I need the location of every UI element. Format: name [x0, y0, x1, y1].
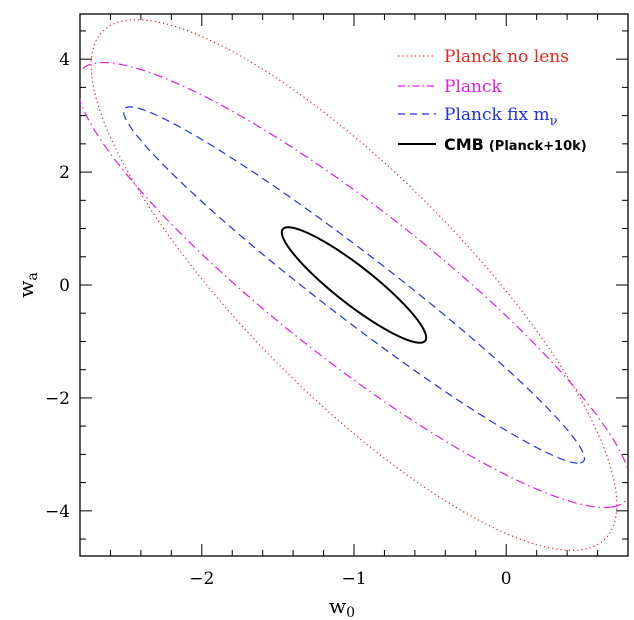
y-tick-label: 0 [59, 276, 70, 296]
y-tick-label: −2 [45, 389, 70, 409]
legend-label-cmb: CMB (Planck+10k) [444, 135, 587, 154]
legend-item-planck-no-lens: Planck no lens [398, 47, 569, 67]
x-tick-label: −2 [189, 569, 214, 589]
y-tick-labels: −4 −2 0 2 4 [45, 50, 70, 522]
x-axis-label: w0 [329, 594, 355, 620]
curve-planck-fix-m [122, 106, 586, 464]
y-tick-label: 4 [59, 50, 70, 70]
x-tick-label: −1 [341, 569, 366, 589]
curve-cmb-planck-10k [280, 226, 428, 344]
legend-item-cmb: CMB (Planck+10k) [398, 135, 587, 154]
curve-planck [80, 61, 628, 509]
legend-item-planck-fix-mnu: Planck fix mν [398, 105, 558, 129]
y-tick-label: 2 [59, 163, 70, 183]
legend-label-planck-no-lens: Planck no lens [444, 47, 569, 67]
legend-item-planck: Planck [398, 77, 502, 97]
legend-label-planck: Planck [444, 77, 502, 97]
x-tick-labels: −2 −1 0 [189, 569, 511, 589]
x-tick-label: 0 [501, 569, 512, 589]
legend-label-planck-fix-mnu: Planck fix mν [444, 105, 558, 129]
y-axis-label: wa [14, 272, 41, 297]
plot-frame [79, 13, 629, 557]
data-curves [80, 19, 628, 551]
legend: Planck no lens Planck Planck fix mν CMB(… [398, 47, 587, 154]
axis-ticks [80, 14, 629, 556]
y-tick-label: −4 [45, 502, 70, 522]
curve-planck-no-lens [90, 19, 618, 551]
